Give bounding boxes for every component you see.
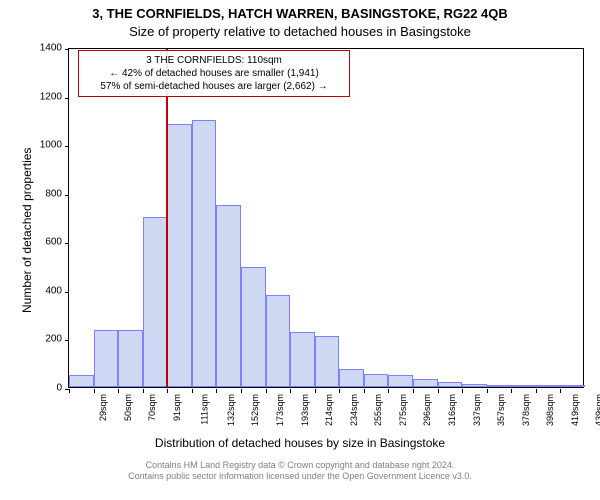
y-tick-label: 1400 <box>22 43 62 54</box>
x-tick-label: 214sqm <box>324 394 334 426</box>
histogram-bar <box>167 124 192 388</box>
x-tick-label: 152sqm <box>250 394 260 426</box>
histogram-bar <box>339 369 364 387</box>
x-tick-label: 419sqm <box>570 394 580 426</box>
marker-vertical-line <box>166 49 168 387</box>
histogram-bar <box>413 379 438 388</box>
attribution-text: Contains HM Land Registry data © Crown c… <box>0 460 600 483</box>
attribution-line2: Contains public sector information licen… <box>0 471 600 482</box>
annotation-line1: 3 THE CORNFIELDS: 110sqm <box>85 54 343 67</box>
histogram-bar <box>266 295 291 387</box>
y-tick-label: 400 <box>22 285 62 296</box>
annotation-line3: 57% of semi-detached houses are larger (… <box>85 80 343 93</box>
histogram-bar <box>487 385 512 387</box>
chart-title-line2: Size of property relative to detached ho… <box>0 24 600 39</box>
histogram-bar <box>388 375 413 387</box>
y-tick-label: 1200 <box>22 91 62 102</box>
histogram-bar <box>143 217 168 387</box>
annotation-line2: ← 42% of detached houses are smaller (1,… <box>85 67 343 80</box>
annotation-box: 3 THE CORNFIELDS: 110sqm ← 42% of detach… <box>78 50 350 97</box>
histogram-bar <box>536 385 561 387</box>
histogram-bar <box>560 385 585 387</box>
histogram-bar <box>462 384 487 387</box>
histogram-bar <box>438 382 463 387</box>
y-tick-label: 0 <box>22 383 62 394</box>
x-tick-label: 398sqm <box>545 394 555 426</box>
x-tick-label: 255sqm <box>373 394 383 426</box>
histogram-bar <box>216 205 241 387</box>
y-tick-label: 200 <box>22 334 62 345</box>
histogram-bar <box>69 375 94 387</box>
x-tick-label: 132sqm <box>226 394 236 426</box>
x-tick-label: 378sqm <box>521 394 531 426</box>
x-tick-label: 316sqm <box>447 394 457 426</box>
histogram-bar <box>192 120 217 387</box>
chart-container: 3, THE CORNFIELDS, HATCH WARREN, BASINGS… <box>0 0 600 500</box>
histogram-bar <box>364 374 389 387</box>
x-tick-label: 439sqm <box>594 394 600 426</box>
x-tick-label: 29sqm <box>98 394 108 421</box>
y-tick-label: 800 <box>22 188 62 199</box>
x-tick-label: 275sqm <box>398 394 408 426</box>
chart-title-line1: 3, THE CORNFIELDS, HATCH WARREN, BASINGS… <box>0 6 600 21</box>
x-axis-label: Distribution of detached houses by size … <box>0 436 600 450</box>
histogram-bar <box>118 330 143 387</box>
y-tick-label: 600 <box>22 237 62 248</box>
x-tick-label: 193sqm <box>300 394 310 426</box>
histogram-bar <box>94 330 119 387</box>
x-tick-label: 234sqm <box>349 394 359 426</box>
x-tick-label: 70sqm <box>147 394 157 421</box>
histogram-bar <box>241 267 266 387</box>
plot-area <box>68 48 584 388</box>
histogram-bar <box>290 332 315 387</box>
histogram-bar <box>315 336 340 387</box>
histogram-bar <box>511 385 536 387</box>
x-tick-label: 111sqm <box>200 394 210 425</box>
x-tick-label: 296sqm <box>422 394 432 426</box>
attribution-line1: Contains HM Land Registry data © Crown c… <box>0 460 600 471</box>
x-tick-label: 337sqm <box>472 394 482 426</box>
y-tick-label: 1000 <box>22 140 62 151</box>
x-tick-label: 91sqm <box>172 394 182 421</box>
x-tick-label: 357sqm <box>496 394 506 426</box>
x-tick-label: 50sqm <box>123 394 133 421</box>
x-tick-label: 173sqm <box>275 394 285 426</box>
